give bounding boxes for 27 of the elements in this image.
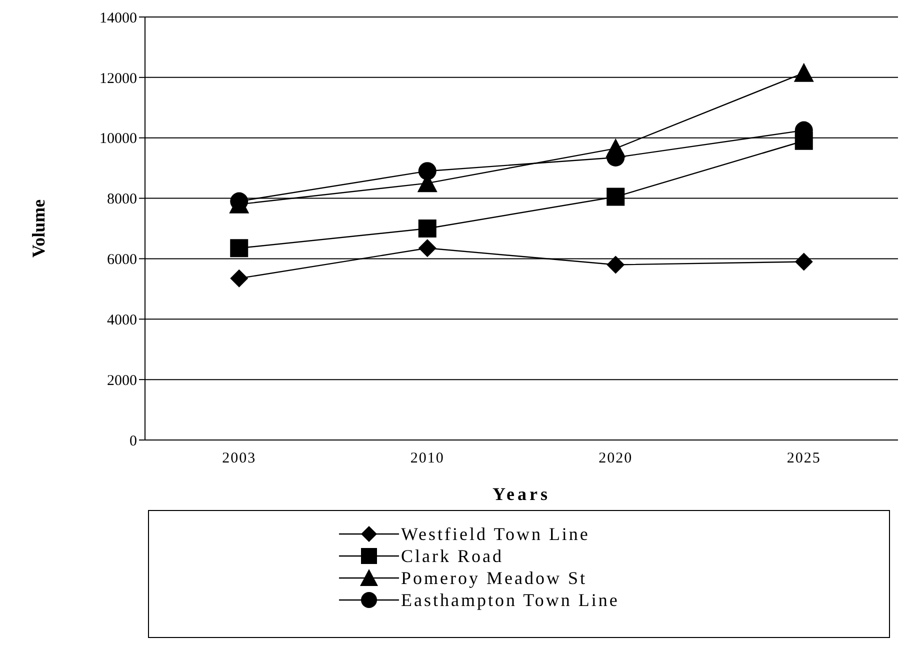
y-tick-label: 10000 bbox=[100, 131, 137, 148]
legend-label: Westfield Town Line bbox=[401, 524, 590, 544]
y-axis-title: Volume bbox=[28, 199, 48, 258]
legend-label: Clark Road bbox=[401, 546, 504, 566]
x-axis-title: Years bbox=[492, 484, 550, 504]
y-tick-label: 4000 bbox=[107, 312, 137, 328]
point bbox=[230, 269, 248, 288]
y-tick-label: 12000 bbox=[100, 70, 137, 87]
point bbox=[794, 252, 813, 271]
x-tick-label: 2025 bbox=[786, 450, 821, 467]
point bbox=[230, 239, 248, 258]
x-tick-label: 2010 bbox=[410, 450, 444, 467]
x-tick-label: 2003 bbox=[222, 450, 256, 467]
x-tick-label: 2020 bbox=[598, 450, 633, 467]
point bbox=[606, 256, 625, 274]
y-tick-label: 8000 bbox=[107, 192, 137, 208]
point bbox=[418, 162, 436, 180]
legend-label: Easthampton Town Line bbox=[401, 590, 620, 610]
point bbox=[418, 220, 436, 238]
y-tick-label: 0 bbox=[130, 433, 137, 450]
legend-label: Pomeroy Meadow St bbox=[401, 568, 587, 588]
point bbox=[418, 239, 436, 258]
y-tick-label: 2000 bbox=[107, 372, 137, 389]
point bbox=[606, 188, 625, 206]
y-tick-label: 6000 bbox=[107, 252, 137, 268]
point bbox=[794, 62, 814, 82]
y-tick-label: 14000 bbox=[100, 10, 137, 26]
